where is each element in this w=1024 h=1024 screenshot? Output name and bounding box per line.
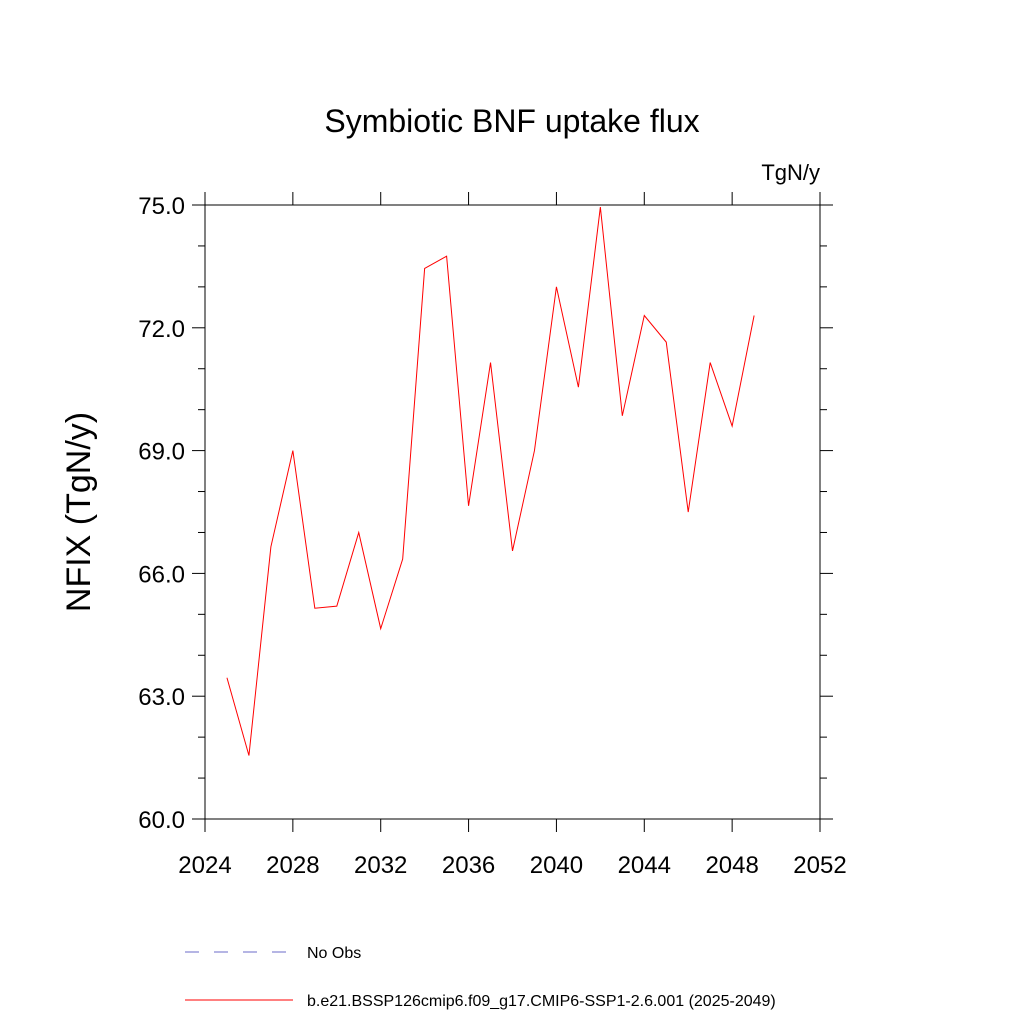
axis-ticks: 2024 2028 2032 2036 2040 2044 2048 2052 60.0 63.0… xyxy=(138,192,847,879)
y-tick-label: 60.0 xyxy=(138,807,185,834)
series-group xyxy=(226,206,755,756)
y-tick-label: 75.0 xyxy=(138,193,185,220)
x-tick-label: 2028 xyxy=(266,852,319,879)
x-tick-label: 2044 xyxy=(618,852,671,879)
x-tick-label: 2048 xyxy=(705,852,758,879)
x-tick-label: 2032 xyxy=(354,852,407,879)
units-label: TgN/y xyxy=(761,160,820,185)
x-tick-label: 2024 xyxy=(178,852,231,879)
chart-title: Symbiotic BNF uptake flux xyxy=(324,103,699,139)
y-tick-label: 66.0 xyxy=(138,561,185,588)
legend: No Obs b.e21.BSSP126cmip6.f09_g17.CMIP6-S… xyxy=(185,945,776,1010)
y-tick-label: 72.0 xyxy=(138,316,185,343)
y-tick-label: 69.0 xyxy=(138,439,185,466)
legend-label: b.e21.BSSP126cmip6.f09_g17.CMIP6-SSP1-2.… xyxy=(307,993,776,1010)
x-tick-label: 2036 xyxy=(442,852,495,879)
legend-label: No Obs xyxy=(307,945,361,962)
plot-frame xyxy=(204,204,821,820)
x-tick-label: 2052 xyxy=(793,852,846,879)
x-tick-label: 2040 xyxy=(530,852,583,879)
series-line xyxy=(226,206,755,756)
y-axis-label: NFIX (TgN/y) xyxy=(60,412,98,612)
y-tick-label: 63.0 xyxy=(138,684,185,711)
